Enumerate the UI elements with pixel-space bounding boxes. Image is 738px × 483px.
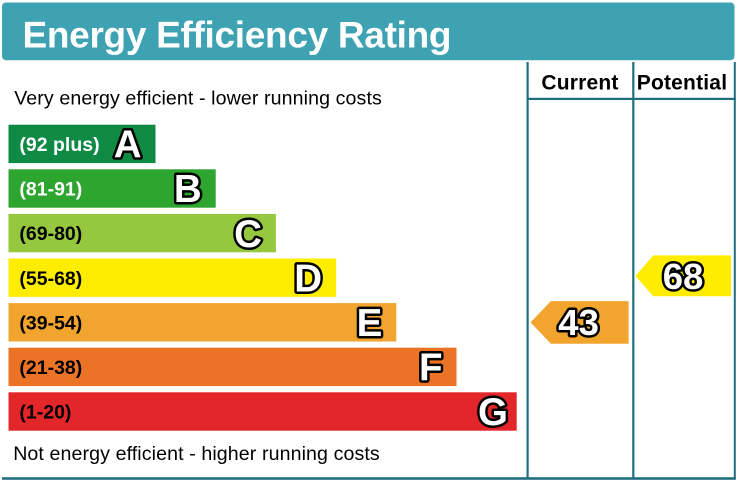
svg-text:E: E bbox=[357, 302, 383, 345]
svg-text:B: B bbox=[174, 168, 202, 211]
svg-text:(92 plus): (92 plus) bbox=[19, 134, 99, 156]
svg-text:(21-38): (21-38) bbox=[19, 357, 82, 379]
svg-text:G: G bbox=[478, 391, 508, 434]
svg-text:D: D bbox=[294, 257, 322, 300]
svg-text:(69-80): (69-80) bbox=[19, 223, 82, 245]
svg-text:Energy Efficiency Rating: Energy Efficiency Rating bbox=[23, 15, 452, 56]
svg-text:68: 68 bbox=[663, 256, 704, 297]
svg-text:C: C bbox=[234, 213, 262, 256]
svg-text:Very energy efficient - lower: Very energy efficient - lower running co… bbox=[14, 88, 382, 110]
svg-text:F: F bbox=[419, 347, 443, 390]
svg-text:(1-20): (1-20) bbox=[19, 402, 71, 424]
svg-text:(39-54): (39-54) bbox=[19, 312, 82, 334]
svg-text:(81-91): (81-91) bbox=[19, 179, 82, 201]
svg-text:(55-68): (55-68) bbox=[19, 268, 82, 290]
svg-text:Current: Current bbox=[541, 72, 618, 95]
svg-text:A: A bbox=[114, 124, 142, 167]
svg-text:Potential: Potential bbox=[637, 72, 727, 95]
svg-text:43: 43 bbox=[558, 302, 599, 343]
svg-text:Not energy efficient - higher: Not energy efficient - higher running co… bbox=[13, 443, 380, 465]
